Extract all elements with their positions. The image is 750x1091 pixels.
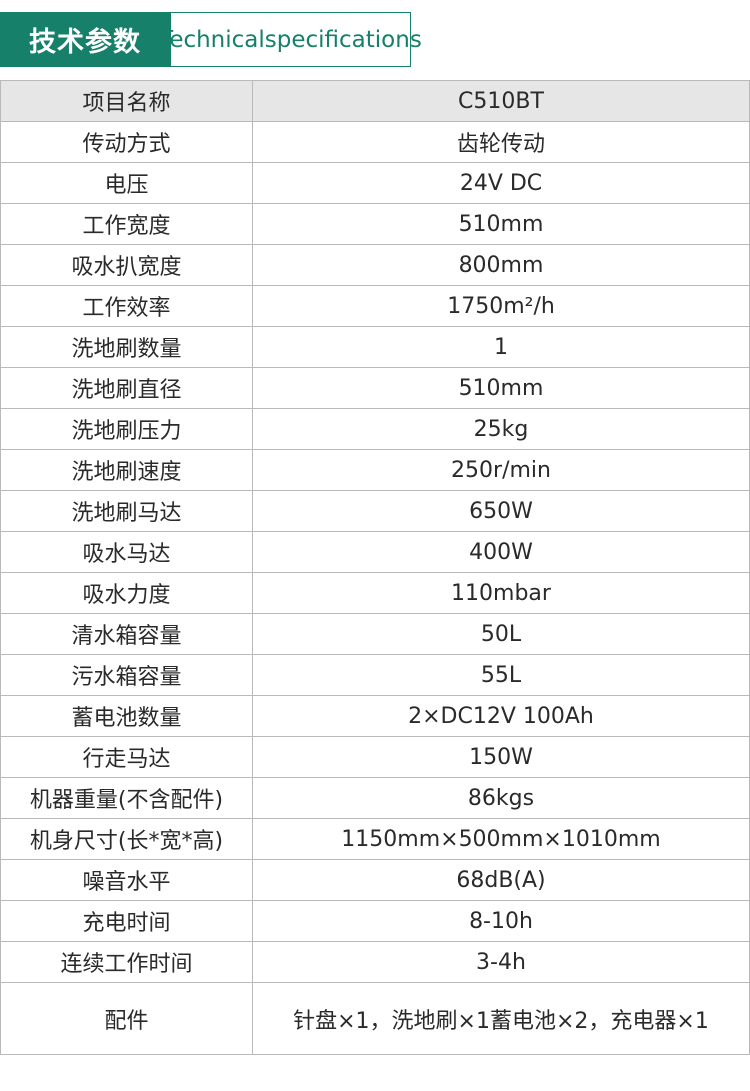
- spec-table: 项目名称 C510BT 传动方式 齿轮传动 电压 24V DC 工作宽度 510mm 吸水扒宽度…: [0, 80, 750, 1055]
- spec-value: 50L: [252, 613, 750, 655]
- spec-value: 3-4h: [252, 941, 750, 983]
- spec-name: 洗地刷速度: [0, 449, 253, 491]
- spec-name: 吸水力度: [0, 572, 253, 614]
- table-row: 配件 针盘×1，洗地刷×1蓄电池×2，充电器×1: [0, 982, 750, 1055]
- section-subtitle: Technicalspecifications: [159, 12, 422, 67]
- spec-value: 510mm: [252, 203, 750, 245]
- spec-name: 洗地刷马达: [0, 490, 253, 532]
- spec-name: 电压: [0, 162, 253, 204]
- spec-name: 工作效率: [0, 285, 253, 327]
- spec-name: 吸水马达: [0, 531, 253, 573]
- table-row: 工作宽度 510mm: [0, 203, 750, 245]
- spec-value: 86kgs: [252, 777, 750, 819]
- table-row: 清水箱容量 50L: [0, 613, 750, 655]
- spec-name: 洗地刷数量: [0, 326, 253, 368]
- spec-value: 25kg: [252, 408, 750, 450]
- spec-name: 洗地刷直径: [0, 367, 253, 409]
- table-row: 机身尺寸(长*宽*高) 1150mm×500mm×1010mm: [0, 818, 750, 860]
- spec-name: 传动方式: [0, 121, 253, 163]
- spec-name: 行走马达: [0, 736, 253, 778]
- table-row: 洗地刷数量 1: [0, 326, 750, 368]
- spec-name: 蓄电池数量: [0, 695, 253, 737]
- spec-value: 齿轮传动: [252, 121, 750, 163]
- spec-name: 洗地刷压力: [0, 408, 253, 450]
- table-row: 蓄电池数量 2×DC12V 100Ah: [0, 695, 750, 737]
- table-row: 电压 24V DC: [0, 162, 750, 204]
- spec-value: 510mm: [252, 367, 750, 409]
- spec-value: 650W: [252, 490, 750, 532]
- spec-name: 吸水扒宽度: [0, 244, 253, 286]
- spec-value: 1: [252, 326, 750, 368]
- column-header: 项目名称: [0, 80, 253, 122]
- spec-name: 连续工作时间: [0, 941, 253, 983]
- table-row: 行走马达 150W: [0, 736, 750, 778]
- spec-name: 噪音水平: [0, 859, 253, 901]
- spec-value: 110mbar: [252, 572, 750, 614]
- table-header-row: 项目名称 C510BT: [0, 80, 750, 122]
- table-row: 洗地刷压力 25kg: [0, 408, 750, 450]
- table-row: 传动方式 齿轮传动: [0, 121, 750, 163]
- spec-value: 1750m²/h: [252, 285, 750, 327]
- table-row: 机器重量(不含配件) 86kgs: [0, 777, 750, 819]
- spec-value: 250r/min: [252, 449, 750, 491]
- spec-value: 24V DC: [252, 162, 750, 204]
- spec-name: 清水箱容量: [0, 613, 253, 655]
- table-row: 吸水扒宽度 800mm: [0, 244, 750, 286]
- spec-value: 8-10h: [252, 900, 750, 942]
- spec-name: 配件: [0, 982, 253, 1055]
- table-row: 充电时间 8-10h: [0, 900, 750, 942]
- table-row: 污水箱容量 55L: [0, 654, 750, 696]
- spec-name: 污水箱容量: [0, 654, 253, 696]
- spec-name: 充电时间: [0, 900, 253, 942]
- spec-value: 针盘×1，洗地刷×1蓄电池×2，充电器×1: [252, 982, 750, 1055]
- table-row: 吸水马达 400W: [0, 531, 750, 573]
- column-header: C510BT: [252, 80, 750, 122]
- table-row: 洗地刷速度 250r/min: [0, 449, 750, 491]
- spec-value: 800mm: [252, 244, 750, 286]
- spec-name: 工作宽度: [0, 203, 253, 245]
- spec-value: 2×DC12V 100Ah: [252, 695, 750, 737]
- table-row: 洗地刷马达 650W: [0, 490, 750, 532]
- spec-value: 68dB(A): [252, 859, 750, 901]
- table-row: 噪音水平 68dB(A): [0, 859, 750, 901]
- table-row: 吸水力度 110mbar: [0, 572, 750, 614]
- table-row: 连续工作时间 3-4h: [0, 941, 750, 983]
- spec-name: 机器重量(不含配件): [0, 777, 253, 819]
- spec-name: 机身尺寸(长*宽*高): [0, 818, 253, 860]
- table-row: 洗地刷直径 510mm: [0, 367, 750, 409]
- table-row: 工作效率 1750m²/h: [0, 285, 750, 327]
- spec-value: 1150mm×500mm×1010mm: [252, 818, 750, 860]
- spec-value: 55L: [252, 654, 750, 696]
- spec-value: 400W: [252, 531, 750, 573]
- section-header: 技术参数 Technicalspecifications: [0, 12, 422, 67]
- section-title: 技术参数: [0, 12, 170, 67]
- spec-value: 150W: [252, 736, 750, 778]
